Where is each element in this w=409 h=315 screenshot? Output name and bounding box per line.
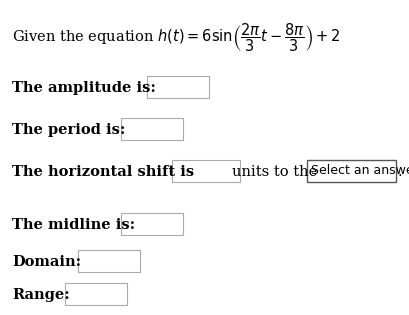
Text: Range:: Range: bbox=[12, 288, 70, 302]
Bar bbox=[121, 118, 182, 140]
Text: Given the equation $h(t) = 6\sin\!\left(\dfrac{2\pi}{3}t - \dfrac{8\pi}{3}\right: Given the equation $h(t) = 6\sin\!\left(… bbox=[12, 22, 340, 54]
Bar bbox=[78, 250, 139, 272]
Bar bbox=[65, 283, 127, 305]
Text: Domain:: Domain: bbox=[12, 255, 81, 269]
Text: The midline is:: The midline is: bbox=[12, 218, 135, 232]
Bar bbox=[121, 213, 182, 235]
Bar bbox=[306, 160, 395, 182]
Text: units to the: units to the bbox=[231, 165, 317, 179]
Text: .: . bbox=[397, 165, 402, 179]
Text: Select an answer ⌄: Select an answer ⌄ bbox=[310, 164, 409, 177]
Bar bbox=[147, 76, 209, 98]
Text: The horizontal shift is: The horizontal shift is bbox=[12, 165, 193, 179]
Text: The period is:: The period is: bbox=[12, 123, 125, 137]
Bar bbox=[172, 160, 239, 182]
Text: The amplitude is:: The amplitude is: bbox=[12, 81, 155, 95]
